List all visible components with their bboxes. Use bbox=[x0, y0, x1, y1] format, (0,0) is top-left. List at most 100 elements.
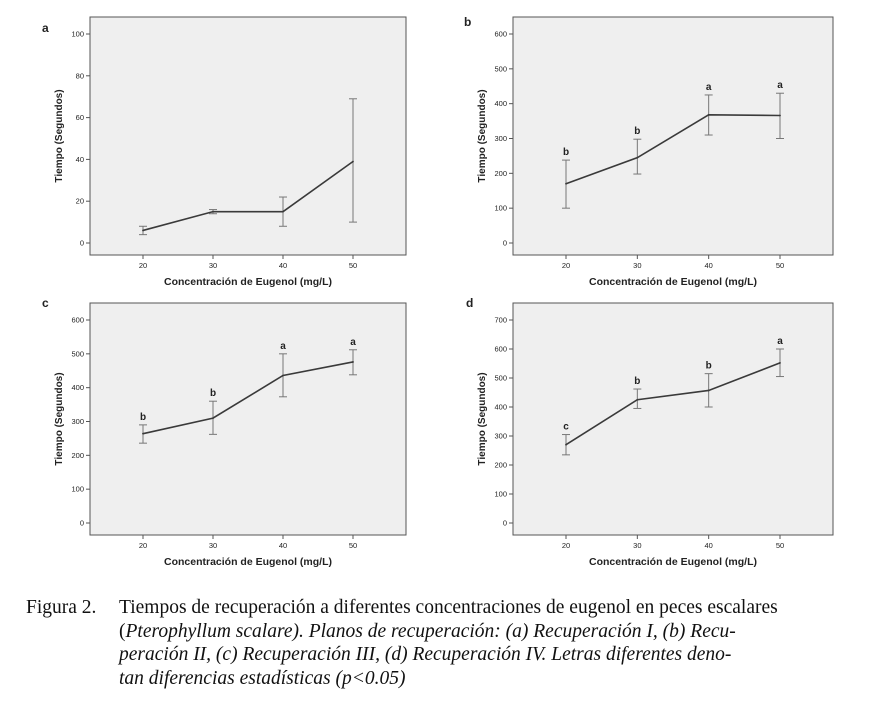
y-tick-label: 200 bbox=[71, 451, 84, 460]
significance-letter: b bbox=[634, 376, 640, 387]
y-tick-label: 600 bbox=[71, 316, 84, 325]
series-line bbox=[142, 160, 354, 232]
data-point bbox=[282, 210, 284, 213]
panel-letter: a bbox=[42, 21, 49, 35]
significance-letter: b bbox=[634, 126, 640, 137]
y-tick-label: 0 bbox=[80, 239, 84, 248]
y-tick-label: 0 bbox=[503, 239, 507, 248]
x-axis-label: Concentración de Eugenol (mg/L) bbox=[164, 276, 332, 288]
significance-letter: a bbox=[777, 80, 783, 91]
significance-letter: b bbox=[210, 388, 216, 399]
x-tick-label: 40 bbox=[279, 261, 287, 270]
data-point bbox=[707, 389, 710, 392]
caption-species: Pterophyllum scalare bbox=[125, 620, 293, 642]
x-tick-label: 30 bbox=[633, 541, 641, 550]
significance-letter: a bbox=[280, 341, 286, 352]
y-tick-label: 300 bbox=[71, 417, 84, 426]
y-tick-label: 100 bbox=[494, 490, 507, 499]
plot-area bbox=[512, 302, 834, 536]
data-point bbox=[212, 417, 214, 420]
data-point bbox=[142, 432, 144, 435]
y-tick-label: 60 bbox=[76, 113, 84, 122]
data-point bbox=[779, 362, 781, 364]
y-tick-label: 100 bbox=[71, 485, 84, 494]
caption-line-3: peración II, (c) Recuperación III, (d) R… bbox=[119, 644, 732, 665]
caption-label: Figura 2. bbox=[26, 597, 97, 618]
y-tick-label: 200 bbox=[494, 461, 507, 470]
chart-c-svg: 0 100 200 300 400 500 600 20 30 40 50 Concentración… bbox=[42, 296, 407, 568]
x-tick-label: 20 bbox=[139, 261, 147, 270]
x-tick-label: 20 bbox=[562, 541, 570, 550]
x-tick-label: 20 bbox=[562, 261, 570, 270]
y-tick-label: 500 bbox=[71, 349, 84, 358]
x-tick-label: 50 bbox=[776, 261, 784, 270]
series-line bbox=[142, 361, 354, 435]
panel-letter: d bbox=[466, 296, 473, 310]
caption-line-2: (Pterophyllum scalare). Planos de recupe… bbox=[119, 620, 736, 642]
y-tick-label: 100 bbox=[71, 30, 84, 39]
y-axis-label: Tiempo (Segundos) bbox=[54, 372, 65, 465]
significance-letter: b bbox=[563, 147, 569, 158]
y-tick-label: 80 bbox=[76, 71, 84, 80]
caption-line-4: tan diferencias estadísticas (p<0.05) bbox=[119, 667, 406, 689]
x-tick-label: 30 bbox=[209, 541, 217, 550]
significance-letter: b bbox=[706, 361, 712, 372]
plot-area bbox=[89, 16, 407, 256]
chart-a-svg: 0 20 40 60 80 100 20 30 40 50 Concentración de Eug… bbox=[42, 16, 407, 288]
x-tick-label: 30 bbox=[209, 261, 217, 270]
y-tick-label: 600 bbox=[494, 30, 507, 39]
y-tick-label: 400 bbox=[494, 99, 507, 108]
y-tick-label: 400 bbox=[71, 383, 84, 392]
significance-letter: c bbox=[563, 422, 569, 433]
y-tick-label: 500 bbox=[494, 64, 507, 73]
x-axis-label: Concentración de Eugenol (mg/L) bbox=[589, 276, 757, 288]
data-point bbox=[779, 114, 781, 117]
y-tick-label: 300 bbox=[494, 134, 507, 143]
y-tick-label: 300 bbox=[494, 432, 507, 441]
y-tick-label: 0 bbox=[503, 519, 507, 528]
chart-b-svg: 0 100 200 300 400 500 600 20 30 40 50 Concentración… bbox=[464, 15, 834, 288]
chart-panel-d: 0 100 200 300 400 500 600 700 20 30 40 50 Concentrac… bbox=[444, 293, 889, 583]
plot-area bbox=[89, 302, 407, 536]
y-tick-label: 40 bbox=[76, 155, 84, 164]
data-point bbox=[565, 443, 567, 446]
chart-panel-a: 0 20 40 60 80 100 20 30 40 50 Concentración de Eug… bbox=[0, 0, 440, 295]
y-axis-label: Tiempo (Segundos) bbox=[477, 372, 488, 465]
x-axis-label: Concentración de Eugenol (mg/L) bbox=[164, 556, 332, 568]
significance-letter: a bbox=[777, 336, 783, 347]
data-point bbox=[282, 374, 284, 377]
data-point bbox=[636, 156, 639, 159]
chart-panel-b: 0 100 200 300 400 500 600 20 30 40 50 Concentración… bbox=[444, 0, 889, 295]
x-tick-label: 40 bbox=[704, 261, 712, 270]
data-point bbox=[636, 398, 639, 401]
figure-caption: Figura 2. Tiempos de recuperación a dife… bbox=[26, 596, 872, 690]
y-tick-label: 600 bbox=[494, 345, 507, 354]
panel-letter: c bbox=[42, 296, 49, 310]
x-tick-label: 30 bbox=[633, 261, 641, 270]
y-axis-label: Tiempo (Segundos) bbox=[477, 89, 488, 182]
y-tick-label: 20 bbox=[76, 197, 84, 206]
data-point bbox=[352, 361, 354, 363]
chart-panel-c: 0 100 200 300 400 500 600 20 30 40 50 Concentración… bbox=[0, 293, 440, 583]
data-point bbox=[352, 160, 354, 163]
y-tick-label: 700 bbox=[494, 316, 507, 325]
series-line bbox=[565, 362, 781, 446]
y-tick-label: 400 bbox=[494, 403, 507, 412]
data-point bbox=[707, 113, 710, 116]
data-point bbox=[212, 210, 214, 213]
significance-letter: a bbox=[350, 337, 356, 348]
x-tick-label: 40 bbox=[704, 541, 712, 550]
x-axis-label: Concentración de Eugenol (mg/L) bbox=[589, 556, 757, 568]
x-tick-label: 50 bbox=[776, 541, 784, 550]
y-tick-label: 0 bbox=[80, 519, 84, 528]
y-tick-label: 500 bbox=[494, 374, 507, 383]
x-tick-label: 50 bbox=[349, 261, 357, 270]
x-tick-label: 20 bbox=[139, 541, 147, 550]
series-line bbox=[565, 114, 781, 185]
caption-line-1: Tiempos de recuperación a diferentes con… bbox=[119, 597, 778, 618]
x-tick-label: 50 bbox=[349, 541, 357, 550]
significance-letter: a bbox=[706, 82, 712, 93]
x-tick-label: 40 bbox=[279, 541, 287, 550]
chart-d-svg: 0 100 200 300 400 500 600 700 20 30 40 50 Concentrac… bbox=[466, 296, 834, 568]
y-tick-label: 200 bbox=[494, 169, 507, 178]
